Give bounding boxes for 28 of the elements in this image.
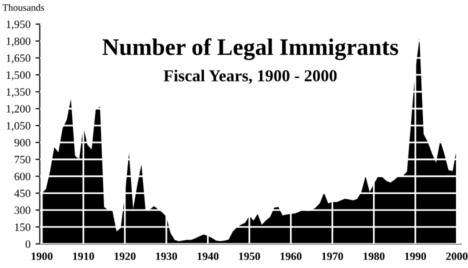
x-tick-label: 1970 <box>322 252 344 260</box>
x-tick-label: 1910 <box>73 252 94 260</box>
x-tick-label: 1920 <box>114 252 136 260</box>
y-tick-label: 1,800 <box>6 37 30 47</box>
y-tick-label: 1,950 <box>6 20 30 30</box>
y-tick-label: 900 <box>14 138 30 146</box>
y-tick-label: 300 <box>14 206 30 214</box>
y-axis-title: Thousands <box>2 4 44 11</box>
x-tick-label: 1990 <box>405 252 426 260</box>
y-tick-label: 1,650 <box>6 54 30 64</box>
y-tick-label: 1,500 <box>6 71 30 80</box>
y-tick-label: 1,200 <box>6 105 30 114</box>
x-tick-label: 1950 <box>239 252 260 260</box>
x-tick-label: 2000 <box>446 252 468 260</box>
x-tick-label: 1960 <box>280 252 302 260</box>
y-tick-label: 1,350 <box>6 88 30 98</box>
y-tick-label: 750 <box>14 156 30 164</box>
text: Number of Legal Immigrants <box>102 38 398 60</box>
x-tick-label: 1940 <box>198 252 219 260</box>
text: Fiscal Years, 1900 - 2000 <box>164 70 337 84</box>
y-tick-label: 450 <box>14 190 30 198</box>
y-tick-label: 1,050 <box>6 122 30 132</box>
x-tick-label: 1900 <box>32 252 53 260</box>
y-tick-label: 600 <box>14 172 30 180</box>
y-tick-label: 0 <box>26 240 30 248</box>
y-tick-label: 150 <box>15 223 30 231</box>
x-tick-label: 1930 <box>156 252 178 260</box>
x-tick-label: 1980 <box>364 252 385 260</box>
